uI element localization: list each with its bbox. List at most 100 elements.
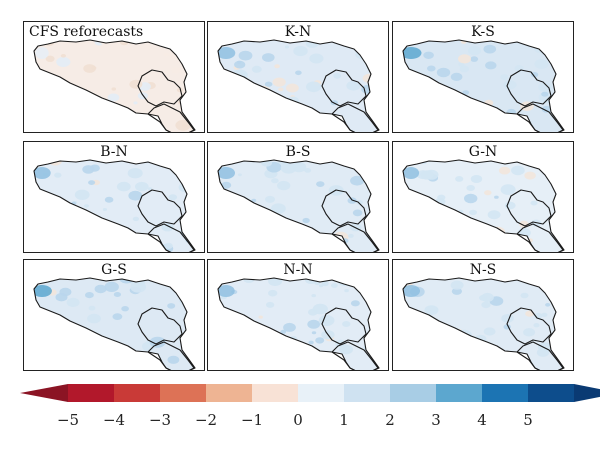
map-texture xyxy=(168,194,178,201)
map-texture xyxy=(455,176,464,182)
region-map xyxy=(402,159,565,252)
map-panel: B-N xyxy=(23,141,205,253)
map-panel: N-N xyxy=(207,259,389,371)
map-texture xyxy=(541,312,548,317)
colorbar-tick-label: 3 xyxy=(431,411,441,429)
map-texture xyxy=(356,200,363,205)
map-texture xyxy=(274,64,280,69)
map-texture xyxy=(283,322,296,332)
map-texture xyxy=(164,242,173,249)
subbasin-outline xyxy=(516,341,564,370)
basin-outline xyxy=(217,159,380,252)
map-texture xyxy=(265,301,275,308)
map-texture xyxy=(437,194,446,201)
map-hotspot xyxy=(218,167,235,179)
subbasin-outline xyxy=(147,341,195,370)
map-texture xyxy=(116,181,131,192)
map-fill xyxy=(403,278,564,370)
map-texture xyxy=(309,53,324,64)
panel-label: B-N xyxy=(100,144,128,160)
map-texture xyxy=(312,303,328,315)
map-texture xyxy=(511,165,525,176)
panel-label: B-S xyxy=(285,144,311,160)
map-texture xyxy=(175,119,191,131)
map-texture xyxy=(135,181,149,192)
colorbar-over-arrow xyxy=(574,384,600,402)
map-texture xyxy=(234,60,246,69)
basin-outline xyxy=(402,159,565,252)
map-texture xyxy=(147,187,153,191)
basin-outline xyxy=(402,39,565,132)
map-texture xyxy=(295,70,302,76)
map-texture xyxy=(55,293,68,302)
subbasin-outline xyxy=(506,189,552,227)
map-texture xyxy=(272,77,286,87)
map-panel: K-S xyxy=(392,21,574,133)
map-texture xyxy=(111,87,117,91)
subbasin-outline xyxy=(331,223,379,252)
map-texture xyxy=(468,46,481,56)
subbasin-outline xyxy=(331,103,379,132)
map-texture xyxy=(483,44,497,54)
colorbar-tick-label: 5 xyxy=(523,411,533,429)
map-texture xyxy=(265,195,275,203)
map-panel: N-S xyxy=(392,259,574,371)
colorbar-tick-label: 4 xyxy=(477,411,487,429)
map-texture xyxy=(499,166,511,175)
colorbar-segment xyxy=(114,384,160,402)
region-map xyxy=(217,159,380,252)
map-texture xyxy=(321,281,329,287)
colorbar-tick-label: −1 xyxy=(240,411,264,429)
region-map xyxy=(402,39,565,132)
map-texture xyxy=(88,305,96,311)
region-map xyxy=(33,159,196,252)
subbasin-outline xyxy=(321,307,367,345)
map-texture xyxy=(280,329,287,334)
map-texture xyxy=(171,67,181,74)
map-hotspot xyxy=(35,47,49,59)
panel-label: K-S xyxy=(471,24,495,40)
map-texture xyxy=(318,284,324,288)
map-texture xyxy=(85,292,94,299)
map-texture xyxy=(464,193,478,204)
map-hotspot xyxy=(403,47,422,59)
map-texture xyxy=(121,306,129,312)
map-texture xyxy=(149,336,166,348)
colorbar-tick-label: −3 xyxy=(148,411,172,429)
map-hotspot xyxy=(403,167,420,179)
map-texture xyxy=(91,66,97,70)
map-texture xyxy=(278,87,284,92)
map-texture xyxy=(94,284,107,294)
colorbar-tick-label: 2 xyxy=(385,411,395,429)
map-texture xyxy=(530,200,538,206)
map-texture xyxy=(346,80,361,91)
map-panel: B-S xyxy=(207,141,389,253)
panel-label: K-N xyxy=(284,24,312,40)
map-texture xyxy=(302,217,310,224)
map-texture xyxy=(451,287,462,295)
map-texture xyxy=(450,72,463,81)
subbasin-outline xyxy=(147,223,195,252)
map-texture xyxy=(420,170,434,180)
map-texture xyxy=(316,181,325,187)
map-texture xyxy=(132,216,140,222)
basin-outline xyxy=(217,277,380,370)
colorbar-segment xyxy=(344,384,390,402)
map-texture xyxy=(45,55,55,62)
subbasin-outline xyxy=(506,307,552,345)
region-map xyxy=(33,277,196,370)
map-texture xyxy=(541,105,552,113)
panel-label: CFS reforecasts xyxy=(29,24,144,40)
map-texture xyxy=(308,340,314,345)
map-texture xyxy=(284,45,289,49)
map-texture xyxy=(161,222,174,232)
map-texture xyxy=(84,204,89,208)
map-texture xyxy=(342,321,351,327)
map-texture xyxy=(128,190,143,201)
map-texture xyxy=(331,283,338,288)
colorbar-segment xyxy=(298,384,344,402)
panel-label: G-S xyxy=(101,262,127,278)
map-texture xyxy=(500,74,509,80)
map-texture xyxy=(56,57,71,67)
